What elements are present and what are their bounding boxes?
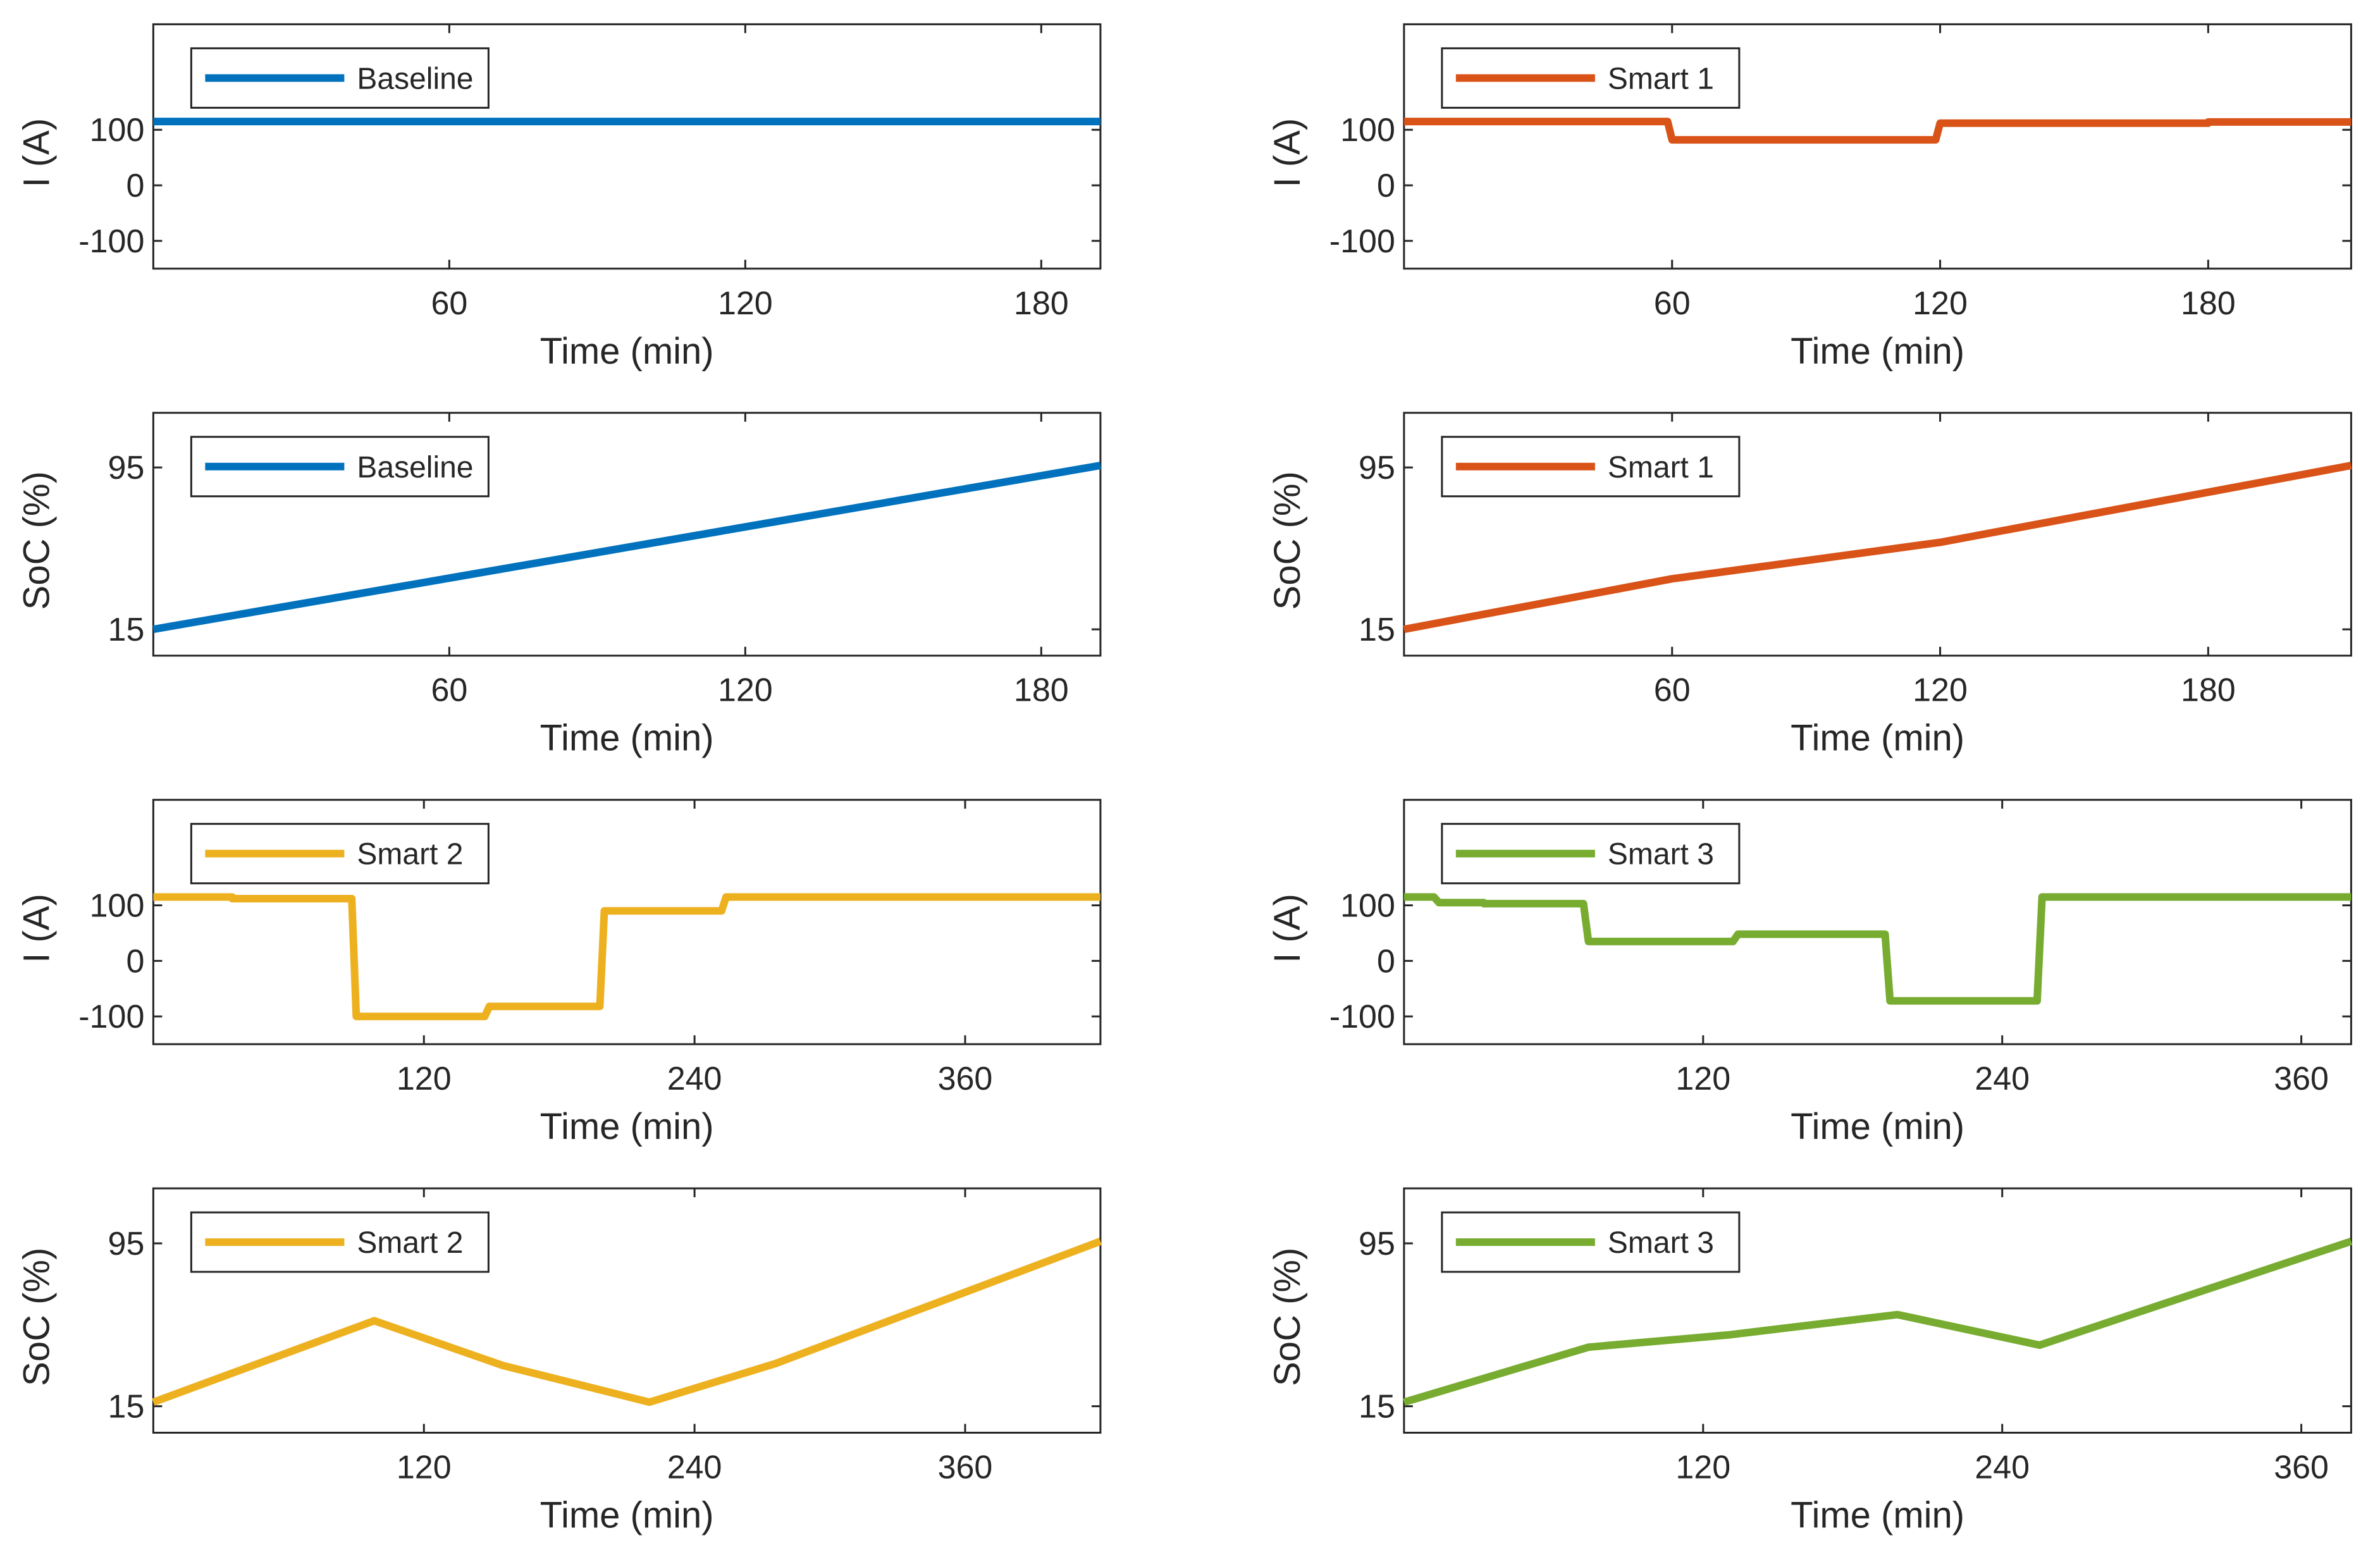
x-tick-label: 120 — [397, 1061, 452, 1097]
x-tick-label: 120 — [397, 1449, 452, 1486]
x-axis-title: Time (min) — [540, 1106, 714, 1147]
y-axis-title: SoC (%) — [16, 471, 57, 610]
y-tick-label: 95 — [1359, 1226, 1395, 1262]
subplot-baseline-current: -100 0 100 60 120 180 Time (min) I (A) Baseline — [16, 23, 1102, 372]
y-axis-title: I (A) — [1267, 894, 1308, 963]
x-tick-label: 240 — [1975, 1061, 2030, 1097]
x-tick-label: 120 — [1913, 285, 1968, 322]
x-tick-label: 180 — [2181, 285, 2236, 322]
y-tick-label: -100 — [78, 223, 144, 260]
y-tick-label: 0 — [126, 168, 144, 204]
y-axis-title: SoC (%) — [1267, 1248, 1308, 1386]
x-tick-label: 180 — [1014, 285, 1069, 322]
x-axis-title: Time (min) — [540, 1494, 714, 1535]
x-tick-label: 360 — [938, 1061, 993, 1097]
subplot-smart3-soc: 15 95 120 240 360 Time (min) SoC (%) Smart 3 — [1267, 1187, 2353, 1535]
y-tick-label: 15 — [108, 1389, 145, 1425]
y-tick-label: 100 — [1340, 888, 1395, 925]
x-tick-label: 240 — [1975, 1449, 2030, 1486]
x-tick-label: 120 — [1675, 1061, 1730, 1097]
y-tick-label: -100 — [78, 999, 144, 1035]
x-tick-label: 120 — [1913, 672, 1968, 709]
series-line-smart2-soc — [152, 1238, 1102, 1406]
x-tick-label: 60 — [1654, 672, 1691, 709]
x-tick-label: 360 — [938, 1449, 993, 1486]
legend-label: Baseline — [357, 451, 473, 484]
x-tick-label: 60 — [1654, 285, 1691, 322]
y-tick-label: 15 — [108, 612, 145, 648]
series-line-smart3-current — [1403, 893, 2352, 1005]
x-tick-label: 120 — [718, 672, 773, 709]
x-axis-title: Time (min) — [540, 331, 714, 372]
subplot-smart3-current: -100 0 100 120 240 360 Time (min) I (A) Smart 3 — [1267, 799, 2352, 1147]
x-tick-label: 120 — [1675, 1449, 1730, 1486]
y-tick-label: 15 — [1359, 1389, 1395, 1425]
x-axis-title: Time (min) — [1791, 1106, 1964, 1147]
series-line-smart1-current — [1403, 118, 2352, 144]
x-tick-label: 360 — [2274, 1061, 2329, 1097]
legend-label: Smart 2 — [357, 1226, 463, 1260]
x-tick-label: 60 — [431, 672, 467, 709]
series-line-baseline-soc — [152, 462, 1101, 634]
y-tick-label: 95 — [108, 450, 145, 486]
y-axis-title: SoC (%) — [16, 1248, 57, 1386]
subplot-smart2-current: -100 0 100 120 240 360 Time (min) I (A) Smart 2 — [16, 799, 1102, 1147]
x-tick-label: 240 — [667, 1061, 722, 1097]
y-tick-label: -100 — [1329, 223, 1395, 260]
y-tick-label: 100 — [90, 112, 145, 149]
y-tick-label: 95 — [1359, 450, 1395, 486]
legend-label: Smart 2 — [357, 838, 463, 871]
y-axis-title: I (A) — [16, 118, 57, 188]
y-axis-title: SoC (%) — [1267, 471, 1308, 610]
x-tick-label: 60 — [431, 285, 467, 322]
x-tick-label: 240 — [667, 1449, 722, 1486]
subplot-smart1-current: -100 0 100 60 120 180 Time (min) I (A) Smart 1 — [1267, 23, 2352, 372]
subplot-smart1-soc: 15 95 60 120 180 Time (min) SoC (%) Smart 1 — [1267, 412, 2352, 759]
x-axis-title: Time (min) — [1791, 718, 1964, 759]
x-tick-label: 360 — [2274, 1449, 2329, 1486]
legend-label: Smart 3 — [1608, 1226, 1714, 1260]
subplot-smart2-soc: 15 95 120 240 360 Time (min) SoC (%) Smart 2 — [16, 1187, 1102, 1535]
y-axis-title: I (A) — [16, 894, 57, 963]
x-axis-title: Time (min) — [540, 718, 714, 759]
series-line-smart1-soc — [1403, 462, 2352, 633]
y-tick-label: 0 — [1377, 168, 1395, 204]
series-line-smart2-current — [153, 893, 1101, 1021]
legend-label: Smart 1 — [1608, 62, 1714, 95]
y-tick-label: 100 — [90, 888, 145, 925]
legend-label: Smart 1 — [1608, 451, 1714, 484]
series-line-smart3-soc — [1403, 1238, 2353, 1406]
y-tick-label: 15 — [1359, 612, 1395, 648]
legend-label: Baseline — [357, 62, 473, 95]
x-tick-label: 120 — [718, 285, 773, 322]
y-tick-label: 100 — [1340, 112, 1395, 149]
y-tick-label: -100 — [1329, 999, 1395, 1035]
x-axis-title: Time (min) — [1791, 331, 1964, 372]
y-tick-label: 0 — [126, 943, 144, 980]
y-axis-title: I (A) — [1267, 118, 1308, 188]
x-tick-label: 180 — [2181, 672, 2236, 709]
x-tick-label: 180 — [1014, 672, 1069, 709]
legend-label: Smart 3 — [1608, 838, 1714, 871]
y-tick-label: 95 — [108, 1226, 145, 1262]
x-axis-title: Time (min) — [1791, 1494, 1964, 1535]
y-tick-label: 0 — [1377, 943, 1395, 980]
subplot-baseline-soc: 15 95 60 120 180 Time (min) SoC (%) Baseline — [16, 412, 1102, 759]
